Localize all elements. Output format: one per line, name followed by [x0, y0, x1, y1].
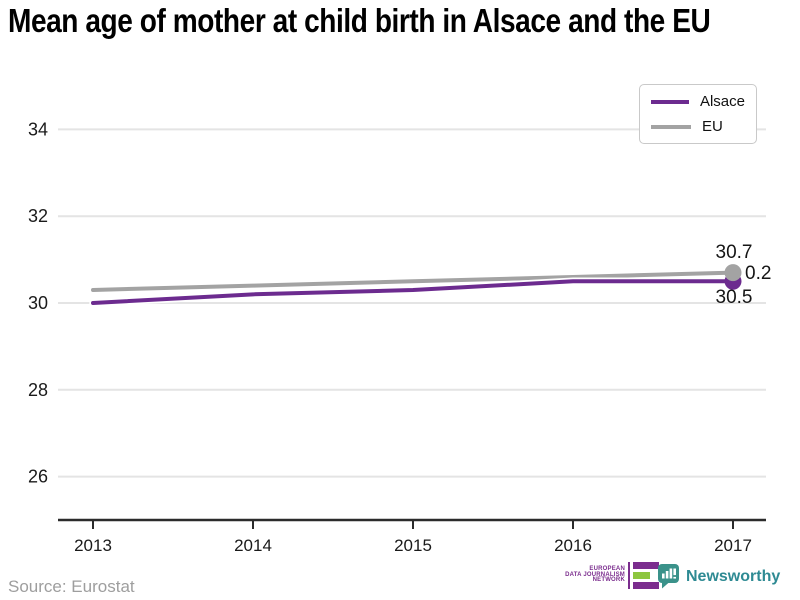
edjn-line-2: DATA JOURNALISM: [565, 571, 625, 578]
y-tick-label: 32: [28, 206, 48, 226]
legend-label-alsace: Alsace: [699, 93, 745, 110]
x-tick-label: 2017: [714, 536, 752, 555]
y-tick-label: 28: [28, 380, 48, 400]
y-tick-label: 34: [28, 119, 48, 139]
newsworthy-logo-text: Newsworthy: [686, 567, 781, 585]
source-note: Source: Eurostat: [8, 577, 135, 596]
alsace-end-value-label: 30.5: [715, 287, 753, 308]
alsace-line-swatch: [651, 99, 689, 104]
eu-end-dot: [724, 264, 742, 282]
eu-end-value-label: 30.7: [715, 242, 753, 263]
newsworthy-chart-bubble-icon: [658, 564, 679, 589]
eu-line-swatch: [651, 124, 691, 129]
eu-line: [91, 270, 735, 292]
newsworthy-logo[interactable]: Newsworthy: [658, 564, 780, 589]
y-tick-label: 30: [28, 293, 48, 313]
legend-label-eu: EU: [702, 118, 723, 135]
x-tick-label: 2016: [554, 536, 592, 555]
edjn-bar-purple-bottom: [633, 582, 659, 589]
legend-item-alsace: Alsace: [651, 93, 745, 110]
legend-item-eu: EU: [651, 118, 745, 135]
edjn-logo-separator: [628, 562, 630, 589]
x-tick-label: 2013: [74, 536, 112, 555]
difference-value-label: 0.2: [745, 263, 772, 284]
x-tick-label: 2014: [234, 536, 272, 555]
legend: Alsace EU: [639, 84, 757, 144]
y-tick-label: 26: [28, 467, 48, 487]
x-tick-label: 2015: [394, 536, 432, 555]
edjn-line-3: NETWORK: [592, 577, 625, 584]
edjn-bar-purple-top: [633, 562, 659, 569]
edjn-logo-text: EUROPEAN DATA JOURNALISM NETWORK: [551, 566, 625, 584]
edjn-logo[interactable]: EUROPEAN DATA JOURNALISM NETWORK: [551, 562, 659, 589]
chart-title: Mean age of mother at child birth in Als…: [8, 2, 711, 39]
alsace-line: [91, 279, 735, 305]
edjn-logo-bars-icon: [633, 562, 659, 589]
edjn-bar-green: [633, 572, 650, 579]
edjn-line-1: EUROPEAN: [589, 566, 625, 573]
